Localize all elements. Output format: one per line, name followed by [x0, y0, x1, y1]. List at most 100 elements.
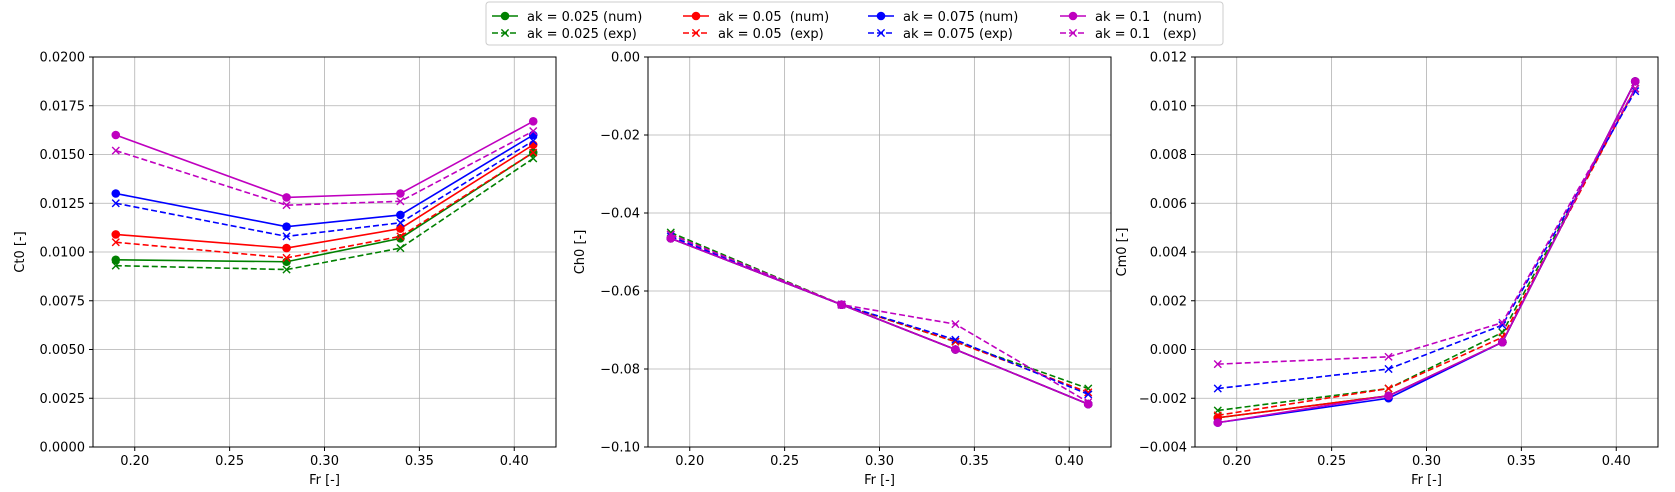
- legend-entry: ak = 0.05 (exp): [683, 27, 824, 42]
- x-axis-label: Fr [-]: [864, 473, 895, 488]
- data-point: [111, 261, 120, 270]
- legend-entry: ak = 0.075 (num): [868, 10, 1018, 25]
- data-point: [396, 218, 405, 227]
- data-point: [1084, 388, 1093, 397]
- legend-marker: [876, 11, 886, 21]
- y-tick-label: 0.0150: [40, 148, 86, 163]
- x-tick-label: 0.30: [865, 454, 894, 469]
- plot-panel-2: 0.20 0.25 0.30 0.35 0.40 −0.10 −0.08 −0.06 −0.04…: [573, 51, 1112, 488]
- series-8: [666, 230, 1093, 407]
- y-tick-label: 0.0200: [40, 51, 86, 66]
- y-tick-label: 0.000: [1150, 343, 1187, 358]
- legend-label: ak = 0.1 (exp): [1095, 27, 1197, 42]
- y-tick-label: −0.06: [600, 285, 640, 300]
- data-point: [1498, 337, 1507, 347]
- series-8: [1213, 84, 1640, 369]
- x-tick-label: 0.35: [405, 454, 434, 469]
- series-group: [666, 228, 1093, 409]
- legend-marker: [500, 11, 510, 21]
- x-tick-label: 0.35: [1507, 454, 1536, 469]
- y-tick-label: −0.002: [1139, 392, 1187, 407]
- data-point: [528, 117, 538, 126]
- legend-entry: ak = 0.05 (num): [683, 10, 829, 25]
- x-tick-label: 0.40: [1602, 454, 1631, 469]
- data-point: [1084, 390, 1093, 399]
- series-2: [111, 154, 538, 274]
- data-point: [396, 210, 405, 220]
- y-axis-label: Cm0 [-]: [1115, 228, 1130, 277]
- data-point: [111, 189, 121, 198]
- series-4: [111, 148, 538, 262]
- data-point: [529, 136, 538, 145]
- data-point: [1384, 391, 1393, 401]
- y-tick-label: 0.002: [1150, 294, 1187, 309]
- legend-entry: ak = 0.075 (exp): [868, 27, 1013, 42]
- data-point: [396, 232, 405, 241]
- legend-marker: [691, 11, 701, 21]
- legend-marker: [1068, 11, 1078, 21]
- data-point: [529, 127, 538, 136]
- y-tick-label: 0.010: [1150, 99, 1187, 114]
- data-point: [396, 234, 405, 243]
- data-point: [1498, 321, 1507, 330]
- y-axis-label: Ct0 [-]: [13, 231, 28, 272]
- legend-entry: ak = 0.1 (num): [1060, 10, 1202, 25]
- data-point: [1631, 84, 1640, 93]
- data-point: [837, 300, 846, 309]
- data-point: [1630, 77, 1640, 86]
- legend-label: ak = 0.05 (exp): [718, 27, 824, 42]
- y-tick-label: 0.0100: [40, 246, 86, 261]
- series-line: [115, 140, 534, 238]
- series-7: [111, 117, 538, 202]
- series-5: [111, 130, 538, 231]
- y-axis-label: Ch0 [-]: [573, 230, 588, 275]
- legend-label: ak = 0.025 (exp): [527, 27, 637, 42]
- legend-label: ak = 0.025 (num): [527, 10, 642, 25]
- x-tick-label: 0.20: [120, 454, 149, 469]
- series-line: [115, 144, 534, 249]
- data-point: [282, 265, 291, 274]
- plot-panel-1: 0.20 0.25 0.30 0.35 0.40 0.0000 0.0025 0.0050 0.…: [13, 51, 557, 488]
- legend-entry: ak = 0.025 (exp): [492, 27, 637, 42]
- series-line: [1217, 88, 1636, 417]
- series-line: [115, 130, 534, 207]
- data-point: [951, 320, 960, 329]
- data-point: [111, 199, 120, 208]
- data-point: [1498, 318, 1507, 327]
- y-tick-label: 0.0125: [40, 197, 86, 212]
- series-3: [111, 140, 538, 253]
- series-group: [111, 117, 538, 274]
- legend-entry: ak = 0.025 (num): [492, 10, 642, 25]
- y-tick-label: 0.0050: [40, 343, 86, 358]
- data-point: [951, 335, 960, 344]
- y-tick-label: 0.0175: [40, 99, 86, 114]
- series-line: [1217, 90, 1636, 390]
- series-line: [670, 237, 1089, 405]
- legend-marker: [691, 28, 701, 38]
- data-point: [111, 230, 121, 239]
- series-line: [670, 233, 1089, 403]
- data-point: [282, 253, 291, 262]
- plots: 0.20 0.25 0.30 0.35 0.40 0.0000 0.0025 0.0050 0.…: [13, 51, 1659, 488]
- legend-label: ak = 0.1 (num): [1095, 10, 1202, 25]
- y-tick-label: 0.004: [1150, 246, 1187, 261]
- series-line: [115, 157, 534, 271]
- y-tick-label: −0.04: [600, 207, 640, 222]
- series-line: [1217, 88, 1636, 365]
- data-point: [111, 146, 120, 155]
- data-point: [111, 255, 121, 265]
- series-7: [1213, 77, 1640, 427]
- legend-marker: [1068, 28, 1078, 38]
- series-6: [1213, 87, 1640, 393]
- series-line: [670, 235, 1089, 396]
- x-tick-label: 0.40: [500, 454, 529, 469]
- data-point: [111, 130, 121, 140]
- legend-entry: ak = 0.1 (exp): [1060, 27, 1197, 42]
- data-point: [529, 154, 538, 163]
- x-tick-label: 0.25: [215, 454, 244, 469]
- y-tick-label: 0.0000: [40, 441, 86, 456]
- data-point: [1384, 364, 1393, 374]
- data-point: [396, 224, 405, 233]
- data-point: [529, 148, 538, 157]
- data-point: [282, 193, 291, 202]
